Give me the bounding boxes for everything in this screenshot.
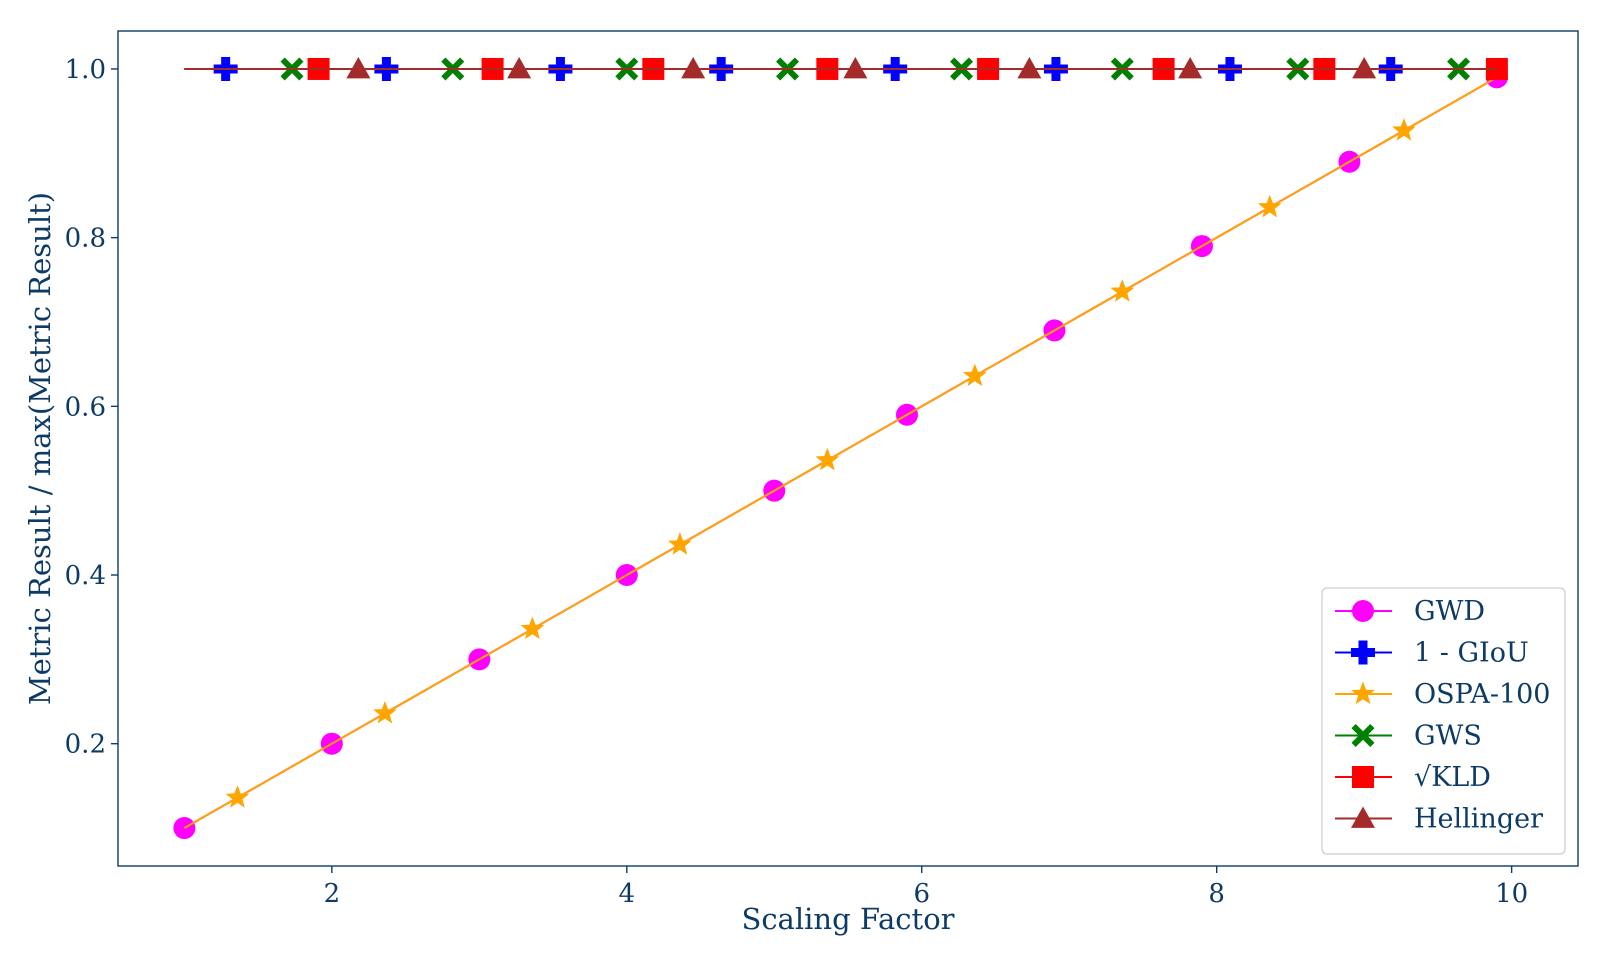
- legend-box: [1321, 587, 1566, 855]
- data-point: [346, 56, 371, 79]
- y-tick-label: 0.4: [65, 561, 106, 591]
- data-point: [1257, 194, 1282, 218]
- legend: GWD 1 - GIoU OSPA-100 GWS √KLD Hellinger: [1321, 587, 1566, 855]
- plot-area: [173, 56, 1508, 840]
- axes: [117, 30, 1579, 867]
- data-point: [1392, 118, 1416, 141]
- legend-item: 1 - GIoU: [1335, 638, 1529, 669]
- legend-item: Hellinger: [1335, 804, 1543, 835]
- data-point: [225, 785, 250, 808]
- data-point: [1110, 279, 1135, 302]
- axes-frame: [117, 30, 1579, 867]
- data-point: [843, 56, 868, 79]
- data-point: [1017, 56, 1042, 79]
- x-axis-label: Scaling Factor: [741, 902, 954, 936]
- x-tick-label: 8: [1208, 879, 1225, 909]
- legend-marker: [1352, 600, 1374, 622]
- y-tick-label: 1.0: [65, 55, 106, 85]
- y-tick-label: 0.2: [65, 730, 106, 760]
- data-point: [373, 700, 397, 724]
- legend-marker: [1351, 806, 1375, 828]
- legend-marker: [1351, 724, 1375, 747]
- data-point: [1178, 56, 1203, 79]
- data-point: [1352, 56, 1377, 79]
- legend-item: OSPA-100: [1335, 679, 1550, 710]
- x-tick-label: 10: [1495, 879, 1528, 909]
- data-point: [667, 532, 692, 555]
- legend-label: 1 - GIoU: [1414, 638, 1529, 669]
- series-hellinger: [184, 56, 1497, 79]
- x-tick-label: 2: [324, 879, 341, 909]
- data-point: [520, 616, 545, 640]
- x-tick-label: 6: [913, 879, 930, 909]
- y-tick-label: 0.8: [65, 224, 106, 254]
- data-point: [681, 56, 706, 79]
- legend-label: Hellinger: [1414, 804, 1543, 835]
- legend-marker: [1351, 681, 1375, 705]
- legend-label: √KLD: [1414, 762, 1491, 793]
- data-point: [962, 363, 987, 387]
- data-point: [815, 447, 840, 471]
- tick-marks: 2 4 6 8 10 0.2 0.4 0.6 0.8 1.0: [65, 55, 1529, 909]
- legend-label: OSPA-100: [1414, 679, 1550, 710]
- x-tick-label: 4: [619, 879, 636, 909]
- y-tick-label: 0.6: [65, 392, 106, 422]
- data-point: [507, 56, 532, 79]
- legend-item: √KLD: [1335, 762, 1491, 793]
- legend-marker: [1351, 640, 1375, 665]
- legend-label: GWS: [1414, 721, 1482, 752]
- series-ospa-100: [183, 76, 1498, 829]
- y-axis-label: Metric Result / max(Metric Result): [23, 192, 57, 705]
- legend-label: GWD: [1414, 596, 1485, 627]
- legend-item: GWD: [1335, 596, 1485, 627]
- legend-marker: [1352, 766, 1374, 788]
- legend-item: GWS: [1335, 721, 1482, 752]
- series-line: [183, 76, 1498, 829]
